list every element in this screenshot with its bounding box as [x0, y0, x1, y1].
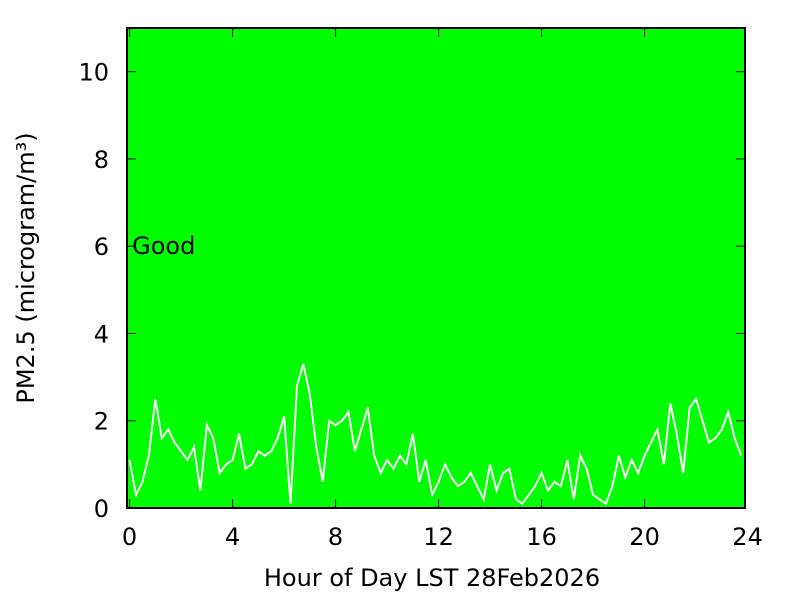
plot-background: [127, 28, 745, 508]
y-tick-label: 8: [94, 146, 109, 174]
y-tick-label: 0: [94, 495, 109, 523]
x-axis-label: Hour of Day LST 28Feb2026: [264, 564, 600, 592]
plot-frame: [126, 27, 746, 509]
x-tick-label: 0: [122, 523, 137, 551]
data-line: [128, 363, 743, 506]
annotation: Good: [132, 232, 195, 260]
x-tick-label: 12: [423, 523, 454, 551]
x-tick-label: 24: [732, 523, 763, 551]
y-axis-label: PM2.5 (microgram/m³): [12, 132, 40, 403]
y-tick-label: 6: [94, 233, 109, 261]
x-tick-label: 4: [225, 523, 240, 551]
y-tick-label: 4: [94, 320, 109, 348]
x-tick-label: 8: [328, 523, 343, 551]
x-tick-label: 16: [526, 523, 557, 551]
x-tick-label: 20: [629, 523, 660, 551]
y-tick-label: 10: [78, 59, 109, 87]
y-tick-label: 2: [94, 408, 109, 436]
